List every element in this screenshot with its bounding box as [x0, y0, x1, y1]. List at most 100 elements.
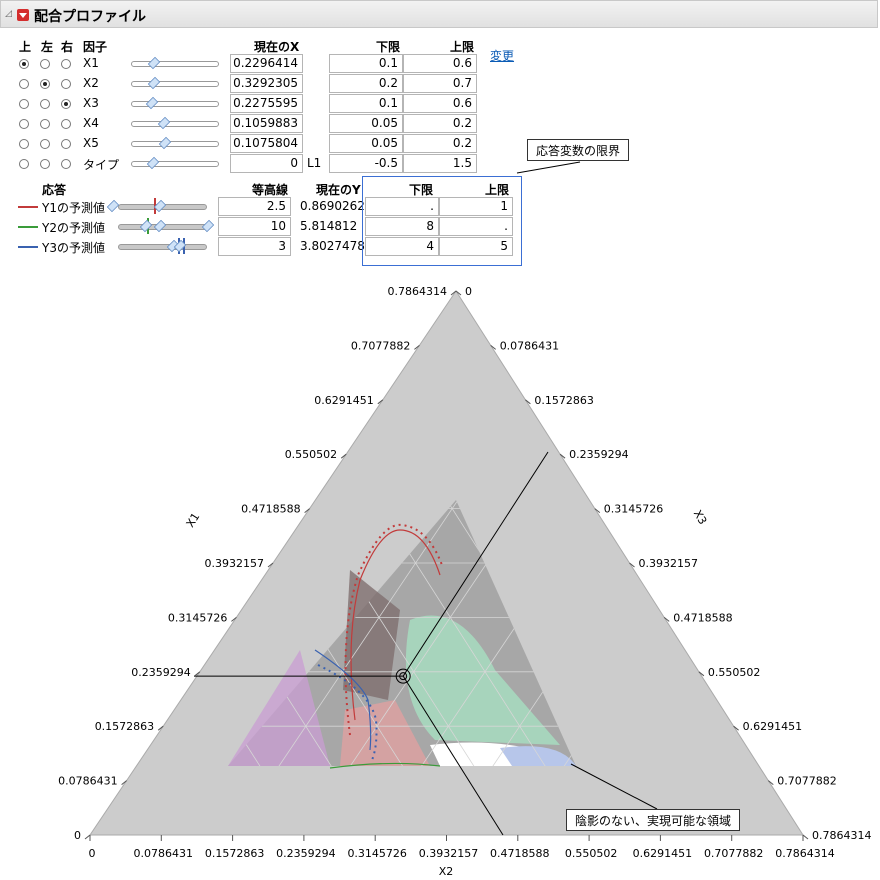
- tick-label-x1: 0.3932157: [205, 557, 265, 570]
- tick-label-x2: 0.2359294: [276, 847, 336, 860]
- current-x-field[interactable]: 0.1075804: [230, 134, 303, 153]
- current-x-field[interactable]: 0.2275595: [230, 94, 303, 113]
- lower-limit-field[interactable]: -0.5: [329, 154, 403, 173]
- response-name: Y2の予測値: [42, 221, 105, 235]
- radio-left[interactable]: [40, 139, 50, 149]
- tick-label-x1: 0: [74, 829, 81, 842]
- tick-label-x3: 0: [465, 285, 472, 298]
- upper-limit-field[interactable]: 0.2: [403, 114, 477, 133]
- tick-x3: [802, 834, 809, 840]
- tick-label-x3: 0.0786431: [500, 339, 560, 352]
- tick-label-x3: 0.3932157: [639, 557, 699, 570]
- col-header-contour: 等高線: [252, 183, 289, 197]
- tick-x3: [663, 617, 670, 622]
- callout-feasible-region: 陰影のない、実現可能な領域: [566, 809, 741, 831]
- change-link[interactable]: 変更: [490, 49, 515, 63]
- col-header-current-x: 現在のX: [254, 40, 300, 54]
- upper-limit-field[interactable]: 1.5: [403, 154, 477, 173]
- lower-limit-field[interactable]: 0.05: [329, 134, 403, 153]
- col-header-left: 左: [41, 40, 54, 54]
- contour-field[interactable]: 2.5: [218, 197, 291, 216]
- radio-left[interactable]: [40, 59, 50, 69]
- radio-left[interactable]: [40, 99, 50, 109]
- factor-slider[interactable]: [131, 141, 219, 147]
- contour-field[interactable]: 10: [218, 217, 291, 236]
- response-upper-field[interactable]: 1: [439, 197, 513, 216]
- radio-top[interactable]: [19, 159, 29, 169]
- response-lower-field[interactable]: .: [365, 197, 439, 216]
- col-header-resp-upper: 上限: [485, 183, 510, 197]
- factor-slider[interactable]: [131, 61, 219, 67]
- red-triangle-menu-icon[interactable]: [17, 9, 29, 21]
- response-upper-field[interactable]: .: [439, 217, 513, 236]
- response-lower-field[interactable]: 4: [365, 237, 439, 256]
- tick-label-x3: 0.7864314: [812, 829, 872, 842]
- tick-x3: [733, 725, 739, 731]
- tick-label-x1: 0.7077882: [351, 339, 411, 352]
- current-point: [399, 672, 408, 681]
- lower-limit-field[interactable]: 0.05: [329, 114, 403, 133]
- factor-slider[interactable]: [131, 81, 219, 87]
- lower-limit-field[interactable]: 0.1: [329, 54, 403, 73]
- col-header-response: 応答: [42, 183, 67, 197]
- lower-limit-field[interactable]: 0.1: [329, 94, 403, 113]
- factor-slider[interactable]: [131, 121, 219, 127]
- contour-slider[interactable]: [118, 244, 207, 250]
- page-title: 配合プロファイル: [34, 9, 146, 25]
- radio-right[interactable]: [61, 59, 71, 69]
- radio-top[interactable]: [19, 59, 29, 69]
- factor-unit: L1: [307, 156, 322, 170]
- current-x-field[interactable]: 0: [230, 154, 303, 173]
- radio-top[interactable]: [19, 119, 29, 129]
- radio-right[interactable]: [61, 119, 71, 129]
- tick-label-x1: 0.0786431: [58, 775, 118, 788]
- radio-left[interactable]: [40, 119, 50, 129]
- col-header-resp-lower: 下限: [409, 183, 434, 197]
- col-header-lower: 下限: [376, 40, 401, 54]
- upper-limit-field[interactable]: 0.7: [403, 74, 477, 93]
- contour-field[interactable]: 3: [218, 237, 291, 256]
- response-upper-field[interactable]: 5: [439, 237, 513, 256]
- radio-left[interactable]: [40, 79, 50, 89]
- radio-top[interactable]: [19, 99, 29, 109]
- tick-label-x1: 0.2359294: [131, 666, 191, 679]
- factor-name: タイプ: [83, 158, 120, 172]
- factor-slider[interactable]: [131, 101, 219, 107]
- profiler-header: ◿ 配合プロファイル: [0, 0, 878, 28]
- factor-name: X1: [83, 56, 99, 70]
- radio-right[interactable]: [61, 99, 71, 109]
- upper-limit-field[interactable]: 0.6: [403, 54, 477, 73]
- gridline: [446, 562, 576, 766]
- callout-pointer-limits: [516, 161, 581, 174]
- current-x-field[interactable]: 0.3292305: [230, 74, 303, 93]
- lower-limit-field[interactable]: 0.2: [329, 74, 403, 93]
- tick-label-x3: 0.7077882: [777, 775, 837, 788]
- radio-top[interactable]: [19, 79, 29, 89]
- current-y-value: 0.8690262: [300, 199, 365, 213]
- collapse-triangle-icon[interactable]: ◿: [5, 9, 12, 19]
- radio-top[interactable]: [19, 139, 29, 149]
- region-violet: [228, 650, 330, 766]
- radio-right[interactable]: [61, 139, 71, 149]
- upper-limit-field[interactable]: 0.6: [403, 94, 477, 113]
- factor-name: X3: [83, 96, 99, 110]
- tick-label-x1: 0.4718588: [241, 503, 301, 516]
- tick-x1: [414, 345, 420, 350]
- response-lower-field[interactable]: 8: [365, 217, 439, 236]
- tick-label-x3: 0.550502: [708, 666, 761, 679]
- axis-label-x3: X3: [691, 508, 710, 527]
- tick-x3: [490, 345, 497, 350]
- radio-right[interactable]: [61, 159, 71, 169]
- current-x-field[interactable]: 0.1059883: [230, 114, 303, 133]
- upper-limit-field[interactable]: 0.2: [403, 134, 477, 153]
- response-name: Y3の予測値: [42, 241, 105, 255]
- radio-left[interactable]: [40, 159, 50, 169]
- tick-label-x2: 0: [89, 847, 96, 860]
- factor-slider[interactable]: [131, 161, 219, 167]
- radio-right[interactable]: [61, 79, 71, 89]
- region-pink: [340, 700, 430, 766]
- current-x-field[interactable]: 0.2296414: [230, 54, 303, 73]
- tick-label-x2: 0.3932157: [419, 847, 479, 860]
- current-point-ring: [395, 668, 411, 684]
